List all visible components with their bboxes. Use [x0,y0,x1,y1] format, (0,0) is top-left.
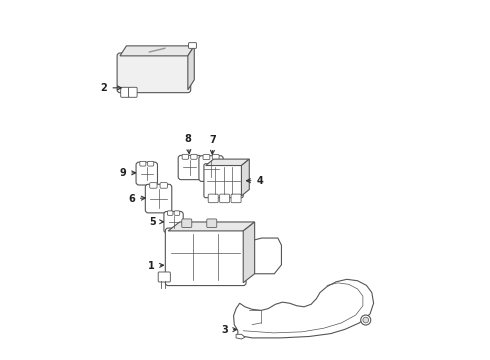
Text: 1: 1 [148,261,164,271]
FancyBboxPatch shape [140,161,146,166]
FancyBboxPatch shape [168,211,173,215]
FancyBboxPatch shape [212,154,219,159]
FancyBboxPatch shape [165,228,246,285]
Ellipse shape [361,315,371,325]
Polygon shape [242,159,249,196]
Polygon shape [120,46,194,56]
Ellipse shape [363,317,368,323]
FancyBboxPatch shape [208,194,218,203]
FancyBboxPatch shape [189,42,196,48]
FancyBboxPatch shape [128,87,137,97]
FancyBboxPatch shape [150,183,157,188]
FancyBboxPatch shape [220,194,230,203]
Text: 3: 3 [221,325,237,335]
Text: 4: 4 [246,176,263,186]
FancyBboxPatch shape [178,156,201,180]
Text: 6: 6 [128,194,145,203]
Polygon shape [148,48,166,53]
Text: 5: 5 [149,217,164,227]
FancyBboxPatch shape [136,162,157,185]
FancyBboxPatch shape [146,184,172,213]
Polygon shape [188,46,194,90]
Polygon shape [236,334,245,339]
FancyBboxPatch shape [182,219,192,228]
Text: 2: 2 [101,83,122,93]
Text: 7: 7 [210,135,216,154]
FancyBboxPatch shape [231,194,241,203]
FancyBboxPatch shape [203,154,210,159]
Polygon shape [168,222,255,231]
Polygon shape [243,222,255,283]
FancyBboxPatch shape [207,219,217,228]
FancyBboxPatch shape [174,211,180,215]
FancyBboxPatch shape [117,53,191,93]
FancyBboxPatch shape [191,154,197,159]
FancyBboxPatch shape [158,272,171,282]
FancyBboxPatch shape [164,211,183,233]
Polygon shape [206,159,249,166]
FancyBboxPatch shape [160,183,168,188]
FancyBboxPatch shape [147,161,154,166]
FancyBboxPatch shape [199,156,223,181]
Text: 8: 8 [184,134,191,153]
FancyBboxPatch shape [121,87,129,97]
FancyBboxPatch shape [204,164,243,198]
Text: 9: 9 [120,168,136,178]
Polygon shape [234,279,373,338]
FancyBboxPatch shape [182,154,189,159]
